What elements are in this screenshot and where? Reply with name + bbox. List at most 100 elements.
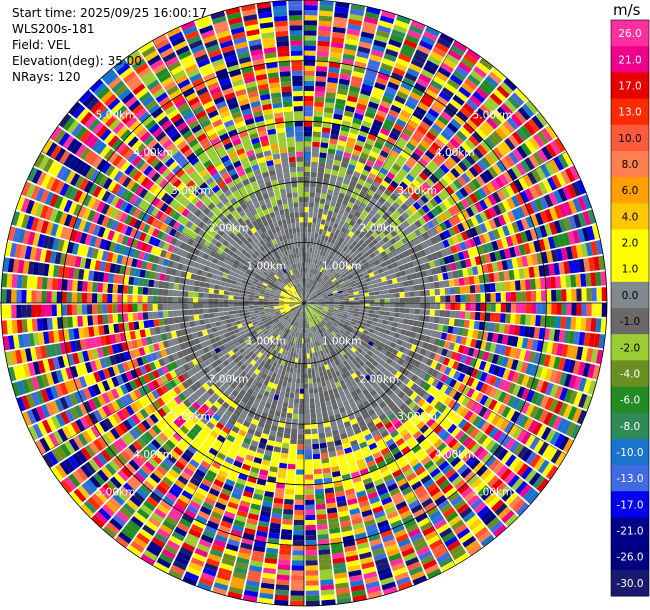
velocity-gate	[316, 265, 321, 271]
velocity-gate	[349, 300, 355, 303]
velocity-gate	[496, 261, 504, 271]
velocity-gate	[486, 263, 494, 273]
velocity-gate	[227, 591, 243, 600]
velocity-gate	[278, 462, 288, 469]
velocity-gate	[338, 78, 350, 86]
velocity-gate	[510, 313, 516, 324]
velocity-gate	[268, 434, 276, 442]
velocity-gate	[221, 558, 235, 567]
velocity-gate	[558, 261, 565, 275]
velocity-gate	[485, 439, 497, 452]
velocity-gate	[313, 296, 318, 299]
velocity-gate	[469, 311, 476, 320]
velocity-gate	[459, 126, 471, 138]
velocity-gate	[143, 500, 156, 512]
velocity-gate	[383, 473, 394, 483]
velocity-gate	[477, 433, 488, 445]
velocity-gate	[193, 423, 203, 433]
velocity-gate	[377, 208, 385, 217]
velocity-gate	[310, 418, 317, 424]
velocity-gate	[338, 459, 348, 466]
velocity-gate	[310, 327, 314, 333]
velocity-gate	[261, 317, 268, 322]
velocity-gate	[390, 221, 398, 230]
velocity-gate	[225, 397, 233, 406]
velocity-gate	[215, 577, 230, 586]
velocity-gate	[462, 511, 476, 523]
velocity-gate	[262, 500, 273, 508]
velocity-gate	[242, 420, 251, 428]
velocity-gate	[305, 479, 314, 485]
velocity-gate	[416, 489, 428, 500]
velocity-gate	[498, 391, 507, 403]
velocity-gate	[157, 407, 167, 418]
velocity-gate	[296, 347, 300, 354]
velocity-gate	[326, 405, 333, 412]
velocity-gate	[487, 166, 499, 179]
velocity-gate	[66, 423, 77, 437]
velocity-gate	[115, 374, 125, 386]
velocity-gate	[304, 196, 309, 203]
velocity-gate	[324, 235, 329, 242]
velocity-gate	[203, 438, 214, 447]
velocity-gate	[320, 344, 325, 351]
velocity-gate	[338, 208, 345, 216]
velocity-gate	[200, 572, 216, 582]
velocity-gate	[307, 305, 313, 310]
velocity-gate	[437, 66, 452, 78]
velocity-gate	[130, 475, 142, 487]
velocity-gate	[541, 290, 547, 302]
velocity-gate	[188, 528, 202, 539]
velocity-gate	[505, 184, 515, 197]
velocity-gate	[586, 303, 592, 317]
velocity-gate	[572, 360, 581, 375]
velocity-gate	[318, 544, 330, 551]
velocity-gate	[321, 599, 336, 606]
velocity-gate	[391, 201, 400, 210]
velocity-gate	[132, 456, 144, 468]
velocity-gate	[304, 348, 307, 354]
velocity-gate	[317, 167, 325, 174]
velocity-gate	[472, 91, 486, 104]
velocity-gate	[458, 448, 470, 460]
velocity-gate	[298, 322, 301, 328]
velocity-gate	[268, 319, 274, 324]
velocity-gate	[558, 218, 567, 233]
velocity-gate	[489, 92, 503, 106]
velocity-gate	[164, 391, 174, 401]
velocity-gate	[476, 61, 491, 75]
velocity-gate	[434, 205, 444, 215]
velocity-gate	[51, 448, 63, 463]
velocity-gate	[281, 326, 287, 332]
velocity-gate	[214, 456, 224, 465]
velocity-gate	[348, 132, 358, 140]
velocity-gate	[292, 550, 304, 556]
velocity-gate	[333, 342, 339, 348]
velocity-gate	[310, 278, 313, 285]
velocity-gate	[117, 531, 132, 545]
velocity-gate	[273, 446, 282, 453]
velocity-gate	[304, 166, 311, 172]
velocity-gate	[411, 404, 421, 414]
velocity-gate	[347, 312, 354, 316]
velocity-gate	[442, 145, 454, 156]
velocity-gate	[432, 453, 443, 464]
velocity-gate	[146, 496, 159, 508]
velocity-gate	[335, 582, 350, 590]
velocity-gate	[339, 130, 349, 137]
velocity-gate	[275, 310, 281, 314]
velocity-gate	[315, 289, 320, 294]
velocity-gate	[387, 346, 394, 353]
velocity-gate	[252, 321, 258, 326]
velocity-gate	[346, 272, 352, 278]
velocity-gate	[447, 49, 463, 61]
velocity-gate	[600, 271, 607, 286]
velocity-gate	[304, 459, 313, 465]
velocity-gate	[55, 445, 67, 460]
velocity-gate	[445, 263, 452, 272]
velocity-gate	[313, 320, 317, 326]
velocity-gate	[399, 297, 405, 303]
velocity-gate	[308, 283, 312, 289]
velocity-gate	[393, 254, 401, 262]
velocity-gate	[348, 569, 362, 578]
